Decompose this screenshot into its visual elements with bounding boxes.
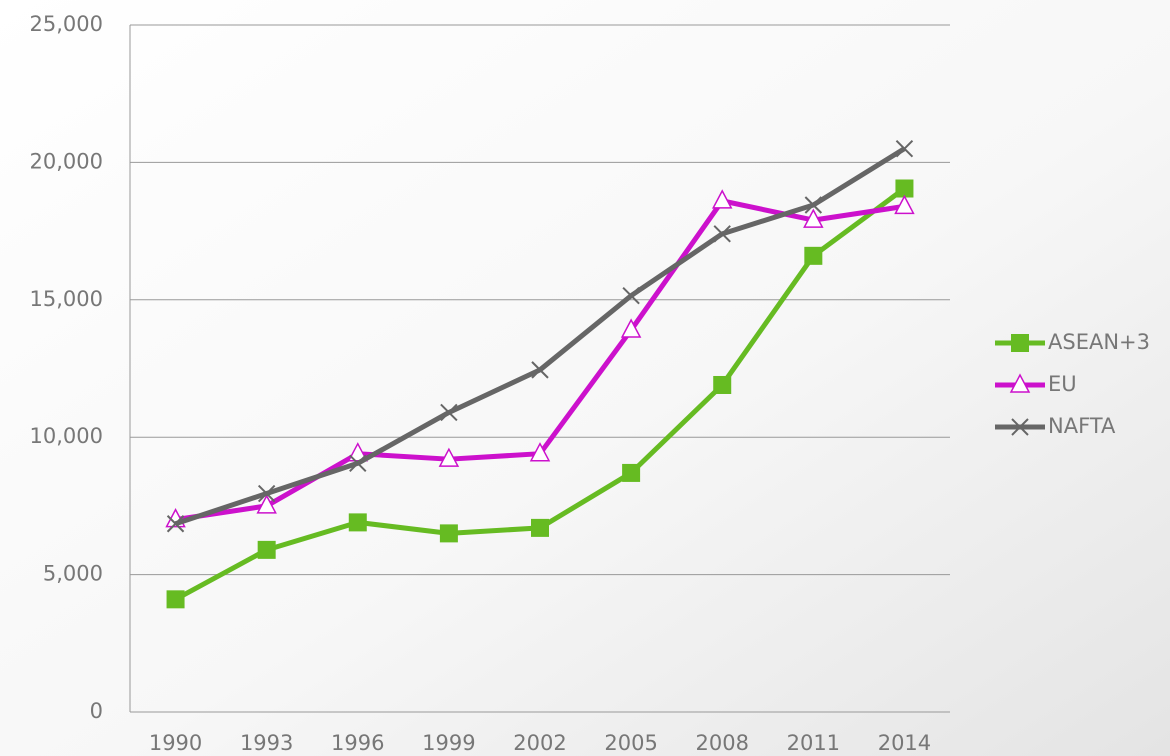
y-tick-label: 0 [90,699,103,723]
y-tick-label: 20,000 [30,149,103,173]
y-tick-label: 5,000 [43,562,103,586]
marker [438,447,460,467]
marker [166,590,185,609]
marker [1009,373,1031,393]
x-tick-label: 2014 [878,731,931,755]
legend-label: ASEAN+3 [1048,330,1150,354]
x-tick-label: 2011 [787,731,840,755]
legend-label: EU [1048,372,1077,396]
marker [895,139,914,158]
marker [803,208,824,228]
marker [713,375,732,394]
x-tick-label: 1993 [240,731,293,755]
marker [620,318,642,338]
y-tick-label: 10,000 [30,424,103,448]
y-tick-label: 25,000 [30,12,103,36]
x-tick-label: 2005 [604,731,657,755]
marker [894,194,915,215]
marker [713,225,731,243]
marker [531,361,549,379]
marker [439,524,458,543]
marker [531,518,549,537]
y-tick-label: 15,000 [30,287,103,311]
marker [711,189,733,209]
marker [1011,418,1029,436]
x-tick-label: 1999 [422,731,475,755]
x-tick-label: 2002 [513,731,566,755]
legend-label: NAFTA [1048,414,1116,438]
marker [257,484,276,503]
marker [166,515,185,533]
marker [440,403,458,422]
marker [348,513,367,532]
x-tick-label: 1996 [331,731,384,755]
marker [622,286,640,305]
marker [256,494,277,514]
x-tick-label: 1990 [149,731,202,755]
marker [1011,334,1029,352]
marker [895,179,914,198]
marker [529,442,551,462]
marker [622,463,641,482]
marker [804,196,823,214]
x-tick-label: 2008 [695,731,748,755]
marker [804,246,823,265]
marker [349,454,367,473]
marker [257,540,276,559]
